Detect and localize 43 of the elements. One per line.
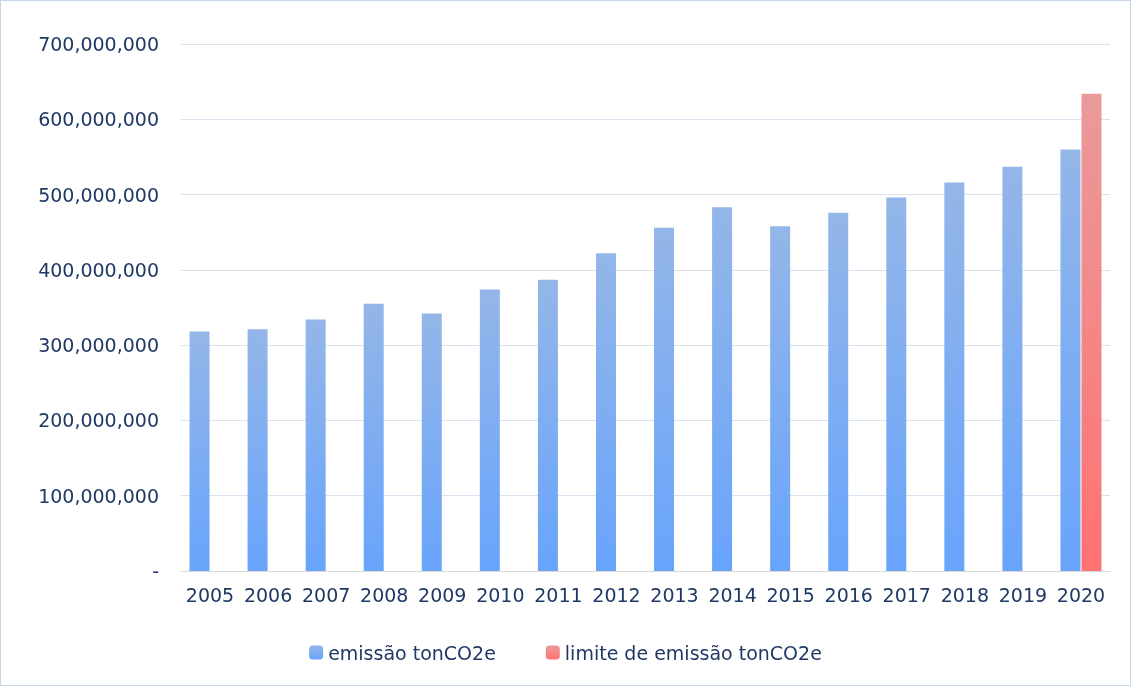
bar bbox=[1002, 166, 1023, 571]
x-tick-label: 2011 bbox=[534, 583, 583, 606]
bar bbox=[886, 197, 907, 571]
bar bbox=[1060, 149, 1081, 571]
x-tick-label: 2016 bbox=[824, 583, 873, 606]
legend-label: limite de emissão tonCO2e bbox=[564, 641, 822, 664]
x-tick-label: 2005 bbox=[185, 583, 235, 606]
bar bbox=[828, 212, 849, 571]
bar bbox=[247, 329, 268, 571]
bar bbox=[944, 182, 965, 571]
bar bbox=[189, 331, 210, 571]
y-tick-label: 400,000,000 bbox=[38, 258, 159, 281]
y-tick-label: 600,000,000 bbox=[38, 108, 159, 131]
y-tick-label: 100,000,000 bbox=[38, 484, 159, 507]
x-tick-label: 2009 bbox=[418, 583, 467, 606]
x-tick-label: 2017 bbox=[882, 583, 931, 606]
y-tick-label: 300,000,000 bbox=[38, 334, 159, 357]
bar bbox=[770, 226, 791, 571]
y-tick-label: - bbox=[152, 560, 159, 582]
bar bbox=[712, 207, 733, 571]
y-tick-label: 200,000,000 bbox=[38, 409, 159, 432]
x-tick-label: 2013 bbox=[650, 583, 699, 606]
x-tick-label: 2018 bbox=[940, 583, 990, 606]
y-tick-label: 700,000,000 bbox=[38, 33, 159, 55]
bar bbox=[421, 313, 442, 571]
bar bbox=[537, 279, 558, 571]
legend-label: emissão tonCO2e bbox=[328, 641, 496, 664]
x-tick-label: 2006 bbox=[243, 583, 293, 606]
x-tick-label: 2008 bbox=[360, 583, 409, 606]
bar bbox=[595, 253, 616, 571]
x-tick-label: 2010 bbox=[476, 583, 525, 606]
x-tick-label: 2014 bbox=[708, 583, 757, 606]
y-tick-label: 500,000,000 bbox=[38, 183, 159, 206]
x-tick-label: 2020 bbox=[1056, 583, 1106, 606]
x-tick-label: 2012 bbox=[592, 583, 641, 606]
bar bbox=[479, 289, 500, 571]
bar bbox=[1081, 93, 1102, 571]
bar bbox=[654, 227, 675, 571]
x-tick-label: 2007 bbox=[301, 583, 351, 606]
x-tick-label: 2019 bbox=[998, 583, 1048, 606]
x-tick-label: 2015 bbox=[766, 583, 815, 606]
bar bbox=[305, 319, 326, 571]
bar bbox=[363, 303, 384, 571]
